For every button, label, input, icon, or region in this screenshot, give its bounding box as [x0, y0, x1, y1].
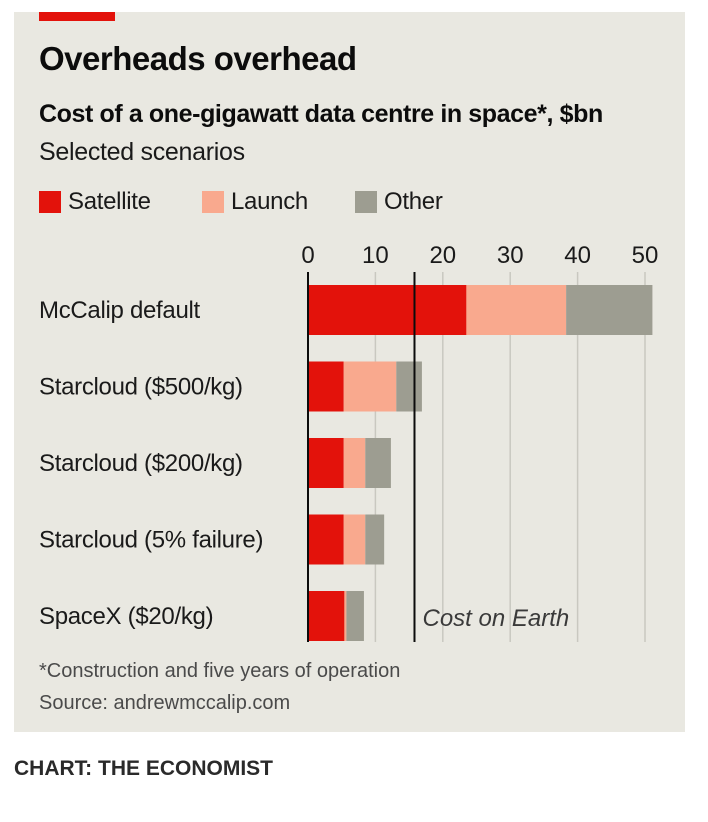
- category-label-3: Starcloud (5% failure): [39, 527, 263, 554]
- tick-label-10: 10: [362, 242, 389, 269]
- chart-credit: CHART: THE ECONOMIST: [14, 757, 273, 780]
- bar-launch-3: [343, 514, 366, 565]
- brand-tag: [39, 12, 115, 21]
- reference-line-label: Cost on Earth: [422, 605, 569, 632]
- legend-item-satellite: Satellite: [39, 188, 151, 216]
- bar-satellite-3: [308, 514, 344, 565]
- category-label-2: Starcloud ($200/kg): [39, 450, 243, 477]
- bar-other-0: [566, 285, 653, 335]
- chart-title: Overheads overhead: [39, 40, 357, 77]
- bar-satellite-4: [308, 591, 345, 641]
- legend-item-launch: Launch: [202, 188, 308, 216]
- tick-label-20: 20: [429, 242, 456, 269]
- category-label-1: Starcloud ($500/kg): [39, 374, 243, 401]
- legend-swatch-satellite: [39, 191, 61, 213]
- legend-label-launch: Launch: [231, 188, 308, 215]
- category-label-0: McCalip default: [39, 297, 201, 324]
- legend-swatch-launch: [202, 191, 224, 213]
- bar-satellite-1: [308, 361, 344, 412]
- bar-launch-4: [344, 591, 347, 641]
- bar-other-2: [365, 438, 391, 488]
- bar-launch-0: [466, 285, 567, 335]
- tick-label-50: 50: [632, 242, 659, 269]
- legend-swatch-other: [355, 191, 377, 213]
- chart-subtitle: Cost of a one-gigawatt data centre in sp…: [39, 100, 603, 128]
- tick-label-0: 0: [301, 242, 314, 269]
- bar-satellite-0: [308, 285, 467, 335]
- chart-subsubtitle: Selected scenarios: [39, 138, 245, 166]
- bar-launch-1: [343, 361, 397, 412]
- category-label-4: SpaceX ($20/kg): [39, 603, 213, 630]
- legend-label-satellite: Satellite: [68, 188, 151, 215]
- bar-chart: 0 10 20 30 40 50 McCalip default Starcloud ($50…: [39, 242, 659, 642]
- bar-other-4: [346, 591, 364, 641]
- footnote: *Construction and five years of operatio…: [39, 660, 401, 682]
- bar-other-1: [396, 361, 422, 412]
- legend-label-other: Other: [384, 188, 443, 215]
- tick-label-40: 40: [564, 242, 591, 269]
- bar-launch-2: [343, 438, 366, 488]
- tick-label-30: 30: [497, 242, 524, 269]
- bar-satellite-2: [308, 438, 344, 488]
- legend-item-other: Other: [355, 188, 443, 216]
- bar-other-3: [365, 514, 385, 565]
- source-note: Source: andrewmccalip.com: [39, 692, 291, 714]
